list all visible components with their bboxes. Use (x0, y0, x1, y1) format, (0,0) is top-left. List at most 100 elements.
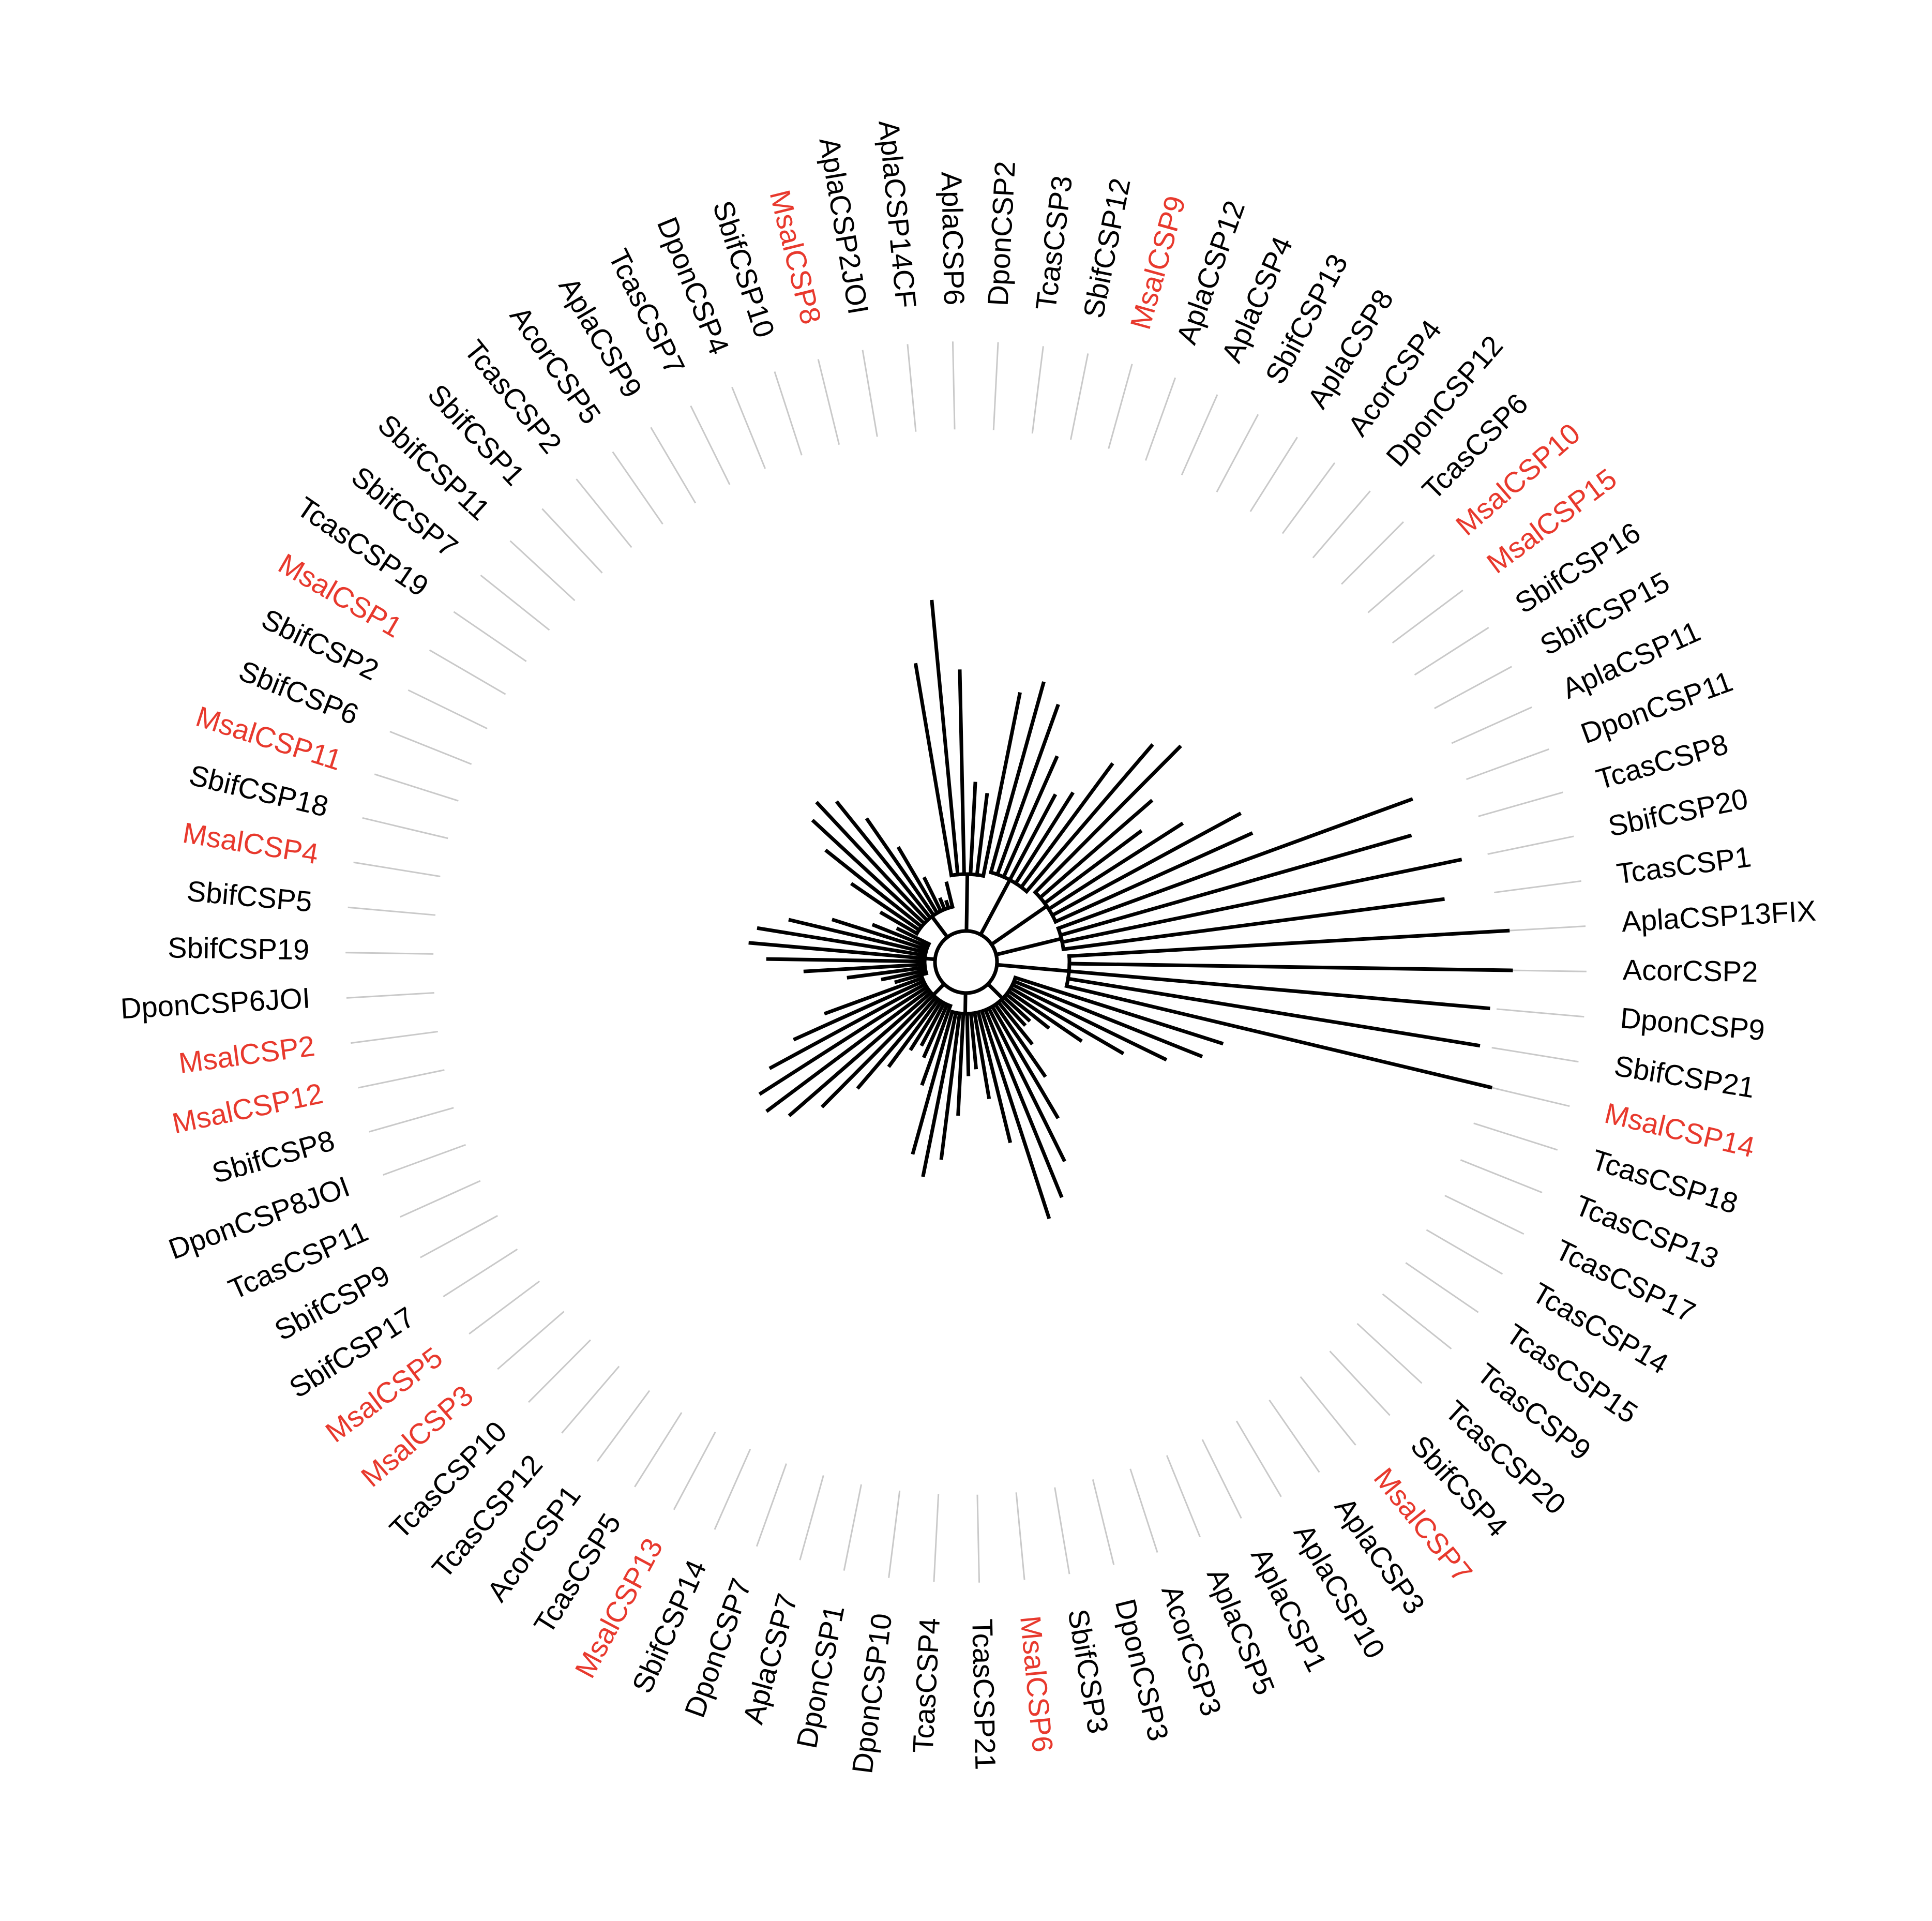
guide-line (650, 427, 697, 504)
leaf-branch (793, 979, 926, 1042)
guide-line (1498, 925, 1586, 932)
leaf-branch (1037, 799, 1154, 901)
leaf-branch (1013, 791, 1075, 886)
leaf-branch (815, 801, 930, 923)
clade-stem (994, 963, 1071, 973)
guide-line (612, 451, 663, 525)
leaf-branch (1008, 985, 1125, 1056)
leaf-branch (1042, 829, 1143, 906)
leaf-branch (965, 1012, 971, 1076)
leaf-branch (1053, 831, 1254, 924)
guide-line (756, 1463, 788, 1547)
leaf-branch (975, 792, 989, 877)
leaf-branch (1067, 969, 1490, 1011)
leaf-branch (811, 818, 927, 926)
leaf-branch (757, 926, 928, 958)
guide-line (1235, 1420, 1282, 1497)
leaf-label-msalcsp2: MsalCSP2 (177, 1029, 316, 1079)
leaf-branch (1060, 858, 1462, 944)
leaf-branch (919, 1000, 947, 1047)
guide-line (1392, 589, 1463, 644)
guide-line (1473, 1122, 1558, 1151)
leaf-branch (871, 923, 930, 949)
leaf-branch (911, 1010, 955, 1155)
guide-line (1405, 1262, 1479, 1313)
guide-line (1108, 364, 1133, 449)
guide-line (1181, 394, 1218, 475)
leaf-branch (969, 1011, 978, 1070)
leaf-branch (1061, 897, 1445, 952)
leaf-branch (865, 817, 937, 918)
leaf-branch (1004, 992, 1050, 1030)
leaf-branch (847, 965, 927, 980)
leaf-branch (879, 910, 919, 936)
leaf-branch (1013, 975, 1224, 1046)
leaf-branch (748, 941, 927, 961)
leaf-label-sbifcsp21: SbifCSP21 (1612, 1049, 1757, 1104)
guide-line (1434, 666, 1512, 709)
clade-stem (985, 981, 1005, 1001)
guide-line (453, 611, 527, 662)
guide-line (527, 1339, 591, 1403)
guide-line (1496, 1008, 1584, 1018)
leaf-branch (1067, 928, 1510, 958)
leaf-branch (835, 800, 933, 921)
clade-stem (989, 903, 1050, 947)
guide-line (1478, 791, 1563, 817)
leaf-label-sbifcsp20: SbifCSP20 (1605, 782, 1750, 843)
guide-line (443, 1248, 518, 1298)
guide-line (843, 1484, 862, 1571)
guide-line (799, 1475, 824, 1560)
guide-line (407, 689, 488, 730)
guide-line (817, 359, 840, 445)
leaf-branch (768, 982, 928, 1070)
guide-line (541, 508, 603, 574)
guide-line (497, 1311, 565, 1370)
guide-line (389, 730, 472, 765)
leaf-label-aplacsp2joi: AplaCSP2JOI (813, 135, 875, 317)
guide-line (1070, 353, 1089, 440)
leaf-branch (995, 703, 1060, 877)
guide-line (1092, 1479, 1115, 1565)
guide-line (933, 1494, 940, 1582)
guide-line (1367, 554, 1435, 613)
leaf-label-dponcsp6joi: DponCSP6JOI (119, 981, 311, 1025)
guide-line (1426, 1229, 1503, 1275)
leaf-label-msalcsp12: MsalCSP12 (169, 1077, 325, 1140)
leaf-label-dponcsp1: DponCSP1 (790, 1602, 851, 1751)
clade-stem (994, 936, 1064, 957)
leaf-branch (1058, 833, 1412, 938)
leaf-label-sbifcsp19: SbifCSP19 (168, 931, 310, 966)
leaf-branch (1019, 762, 1114, 890)
guide-line (714, 1449, 751, 1530)
leaf-branch (1055, 797, 1413, 931)
root-arc (933, 929, 999, 995)
guide-line (345, 952, 434, 955)
guide-line (400, 1180, 481, 1218)
guide-line (1356, 1323, 1423, 1384)
leaf-label-aplacsp13fix: AplaCSP13FIX (1621, 894, 1817, 938)
guide-line (348, 906, 436, 916)
guide-line (1491, 1046, 1579, 1063)
leaf-branch (856, 995, 939, 1090)
leaf-label-dponcsp10: DponCSP10 (846, 1612, 898, 1776)
guide-line (690, 405, 731, 485)
leaf-branch (1012, 979, 1203, 1059)
guide-line (1460, 1159, 1543, 1194)
guide-line (1444, 1194, 1525, 1235)
guide-line (1487, 835, 1574, 855)
leaf-label-tcascsp4: TcasCSP4 (907, 1617, 946, 1753)
guide-line (429, 649, 506, 695)
leaf-label-aplacsp6: AplaCSP6 (935, 171, 971, 306)
leaf-label-dponcsp9: DponCSP9 (1619, 1001, 1767, 1046)
leaf-label-aplacsp14cf: AplaCSP14CF (872, 119, 923, 309)
leaf-branch (909, 999, 944, 1052)
leaf-label-sbifcsp3: SbifCSP3 (1062, 1607, 1115, 1736)
leaf-label-sbifcsp12: SbifCSP12 (1077, 175, 1137, 321)
leaf-branch (1006, 988, 1083, 1043)
leaf-branch (981, 692, 1022, 878)
leaf-branch (944, 881, 955, 909)
guide-line (383, 1144, 466, 1176)
guide-line (1015, 1492, 1025, 1580)
